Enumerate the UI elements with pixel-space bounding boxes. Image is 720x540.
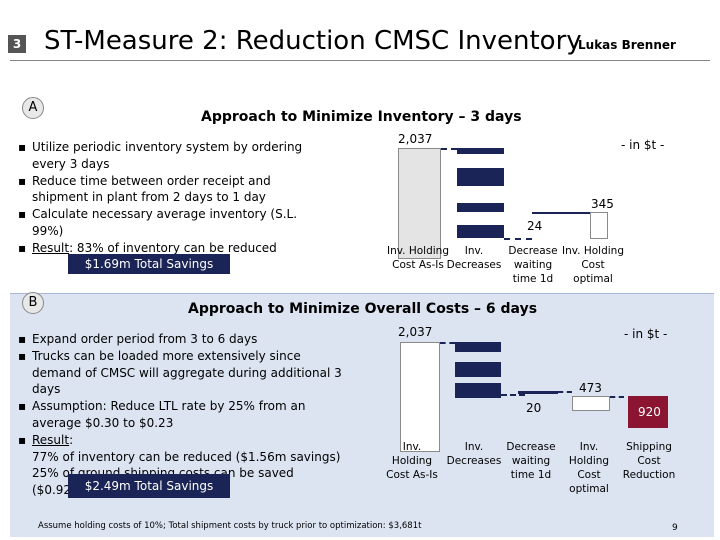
chart-b-connector [558,391,572,393]
header-divider [10,60,710,61]
chart-b-category-label-1: Inv. Holding Cost As-Is [386,441,438,481]
section-number-badge: 3 [8,35,26,53]
chart-a-connector [504,238,532,240]
chart-b-value-label-3: 20 [526,401,542,415]
chart-b-value-label-1: 2,037 [398,325,433,339]
chart-a: 2,037 - in $t - 24 345 Inv. Holding Cost … [380,128,700,288]
section-a-savings-box: $1.69m Total Savings [68,254,230,274]
chart-b-connector [610,396,624,398]
chart-b-connector [440,342,455,344]
chart-b-value-label-5: 920 [638,405,661,419]
chart-a-bar-decrease-top [457,148,504,154]
chart-a-category-label-1: Inv. Holding Cost As-Is [387,245,449,271]
chart-b-bar-as-is [400,342,440,452]
chart-a-category-label-3: Decrease waiting time 1d [508,245,558,285]
section-a-bullet: Calculate necessary average inventory (S… [18,206,318,240]
chart-b-category-label-4: Inv. Holding Cost optimal [568,441,610,495]
chart-a-bar-decrease-mid2 [457,203,504,212]
chart-a-value-label-1: 2,037 [398,132,433,146]
chart-a-bar-as-is [398,148,441,259]
author-name: Lukas Brenner [578,38,676,52]
chart-a-value-label-3: 24 [527,219,543,233]
chart-b-category-label-3: Decrease waiting time 1d [506,441,556,481]
chart-b-value-label-4: 473 [579,381,602,395]
section-a-bullet: Utilize periodic inventory system by ord… [18,139,318,173]
result-label: Result [32,240,70,255]
chart-b-bar-waiting [518,391,558,394]
chart-b-bar-decrease-mid [455,362,501,377]
chart-a-bar-decrease-mid1 [457,168,504,186]
chart-b-bar-optimal [572,396,610,411]
chart-a-connector [441,148,457,150]
chart-a-category-label-2: Inv. Decreases [446,245,502,271]
section-a-bullet-list: Utilize periodic inventory system by ord… [18,139,318,257]
section-b-bullet-list: Expand order period from 3 to 6 days Tru… [18,331,348,499]
chart-b-unit-label: - in $t - [624,327,668,341]
chart-a-bar-waiting [532,212,578,214]
section-a-marker: A [22,97,44,119]
footnote: Assume holding costs of 10%; Total shipm… [38,521,422,531]
chart-b-category-label-5: Shipping Cost Reduction [622,441,676,481]
page-number: 9 [672,523,678,533]
chart-a-value-label-4: 345 [591,197,614,211]
section-b-savings-box: $2.49m Total Savings [68,474,230,498]
section-a-bullet: Reduce time between order receipt and sh… [18,173,318,207]
chart-a-bar-optimal [590,212,608,239]
chart-a-bar-decrease-bottom [457,225,504,238]
chart-b-category-label-2: Inv. Decreases [446,441,502,467]
section-b-title: Approach to Minimize Overall Costs – 6 d… [188,301,538,317]
chart-b-bar-shipping-reduction [628,396,668,428]
section-b-bullet: Trucks can be loaded more extensively si… [18,348,348,398]
chart-a-category-label-4: Inv. Holding Cost optimal [562,245,624,285]
chart-b-bar-decrease-top [455,342,501,352]
section-b-marker: B [22,292,44,314]
result-label: Result [32,432,70,447]
page-title: ST-Measure 2: Reduction CMSC Inventory [44,26,582,56]
section-a-title: Approach to Minimize Inventory – 3 days [201,109,522,125]
section-b-bullet: Assumption: Reduce LTL rate by 25% from … [18,398,348,432]
chart-a-unit-label: - in $t - [621,138,665,152]
chart-a-connector [578,212,590,214]
section-a-result-bullet: Result: 83% of inventory can be reduced [18,240,318,257]
chart-b: 2,037 - in $t - 20 473 920 Inv. Holding Co… [380,320,710,510]
chart-b-bar-decrease-bottom [455,383,501,398]
section-b-bullet: Expand order period from 3 to 6 days [18,331,348,348]
chart-b-connector [501,394,525,396]
